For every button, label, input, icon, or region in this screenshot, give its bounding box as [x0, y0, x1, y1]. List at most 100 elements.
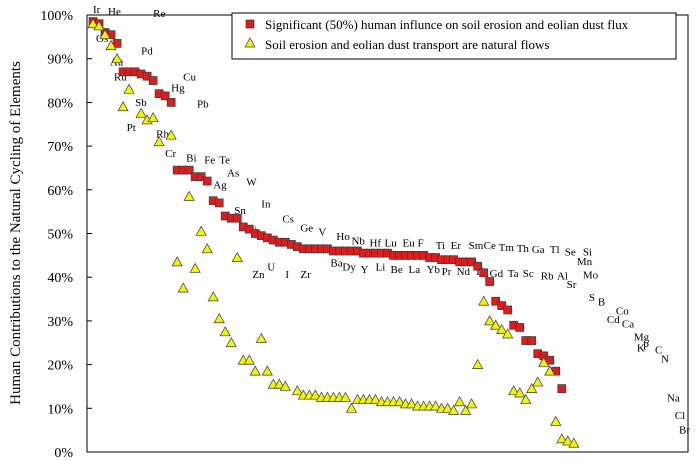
element-label-re: Re	[153, 8, 165, 20]
element-label-te: Te	[219, 155, 230, 167]
element-label-ba: Ba	[330, 257, 342, 269]
y-tick-label: 10%	[47, 402, 73, 417]
element-label-na: Na	[667, 393, 680, 405]
natural-point	[123, 83, 135, 94]
y-tick-label: 100%	[40, 9, 73, 24]
natural-point	[273, 378, 285, 389]
natural-point	[556, 433, 568, 444]
element-label-v: V	[318, 227, 326, 239]
element-label-dy: Dy	[342, 262, 356, 274]
natural-point	[87, 18, 99, 29]
element-label-al: Al	[557, 270, 568, 282]
element-label-mg: Mg	[634, 332, 650, 344]
natural-point	[502, 328, 514, 339]
natural-point	[93, 20, 105, 31]
legend-box	[231, 12, 677, 60]
element-label-eu: Eu	[403, 238, 416, 250]
natural-point	[544, 365, 556, 376]
element-label-gd: Gd	[490, 268, 504, 280]
natural-point	[171, 256, 183, 267]
element-label-tm: Tm	[499, 242, 515, 254]
element-label-ga: Ga	[532, 244, 545, 256]
element-label-se: Se	[565, 246, 576, 258]
element-label-as: As	[227, 168, 239, 180]
natural-point	[135, 107, 147, 118]
significant-point	[497, 301, 507, 310]
natural-point	[261, 365, 273, 376]
y-axis: 0% 10% 20% 30% 40% 50% 60% 70% 80% 90% 100%	[40, 9, 92, 461]
element-label-ge: Ge	[300, 222, 313, 234]
element-label-pr: Pr	[442, 266, 452, 278]
element-label-k: K	[637, 342, 645, 354]
significant-point	[515, 323, 525, 332]
element-label-n: N	[661, 353, 669, 365]
significant-point	[467, 257, 476, 267]
natural-point	[478, 295, 490, 306]
natural-point	[195, 225, 207, 236]
element-label-zn: Zn	[252, 269, 265, 281]
natural-point	[472, 358, 484, 369]
y-tick-label: 50%	[47, 228, 73, 243]
y-tick-label: 0%	[54, 446, 73, 461]
y-tick-label: 70%	[47, 140, 73, 155]
element-label-cd: Cd	[607, 314, 620, 326]
element-label-y: Y	[360, 264, 368, 276]
natural-point	[466, 398, 478, 409]
significant-series	[88, 17, 567, 393]
y-tick-label: 40%	[47, 271, 73, 286]
natural-point	[225, 337, 237, 348]
element-label-pd: Pd	[141, 45, 153, 57]
natural-point	[147, 111, 159, 123]
natural-point	[460, 404, 472, 415]
significant-point	[196, 172, 206, 182]
natural-point	[484, 315, 496, 326]
natural-point	[448, 404, 460, 415]
natural-point	[442, 402, 454, 413]
element-label-si: Si	[583, 246, 592, 258]
element-label-cl: Cl	[675, 410, 685, 422]
significant-point	[232, 213, 242, 223]
natural-point	[255, 332, 267, 343]
element-label-mn: Mn	[577, 256, 593, 268]
significant-point	[202, 176, 212, 186]
element-label-nb: Nb	[351, 235, 365, 247]
significant-point	[148, 76, 158, 85]
legend-natural-marker	[244, 37, 256, 48]
element-label-bi: Bi	[186, 152, 196, 164]
natural-point	[207, 291, 219, 302]
natural-point	[550, 415, 562, 426]
natural-point	[490, 319, 502, 330]
natural-point	[454, 396, 466, 407]
element-label-w: W	[246, 176, 257, 188]
element-label-ta: Ta	[508, 268, 519, 280]
legend-significant-label: Significant (50%) human influnce on soil…	[265, 17, 629, 32]
natural-point	[520, 393, 532, 404]
natural-point	[189, 262, 201, 273]
significant-point	[142, 71, 152, 81]
element-label-er: Er	[451, 240, 462, 252]
element-label-in: In	[261, 198, 271, 210]
element-labels: IrHeReOsAuPdRuCuHgSbPbPtRhCrBiFeTeAsWAgS…	[93, 4, 690, 437]
natural-point	[393, 396, 406, 407]
element-label-sb: Sb	[135, 97, 147, 109]
y-axis-title: Human Contributions to the Natural Cycli…	[8, 61, 24, 405]
natural-point	[514, 387, 526, 398]
plot-frame	[86, 14, 689, 453]
natural-point	[219, 326, 231, 337]
natural-series	[87, 18, 580, 448]
natural-point	[243, 354, 255, 365]
natural-point	[165, 129, 177, 140]
element-label-s: S	[589, 292, 595, 304]
natural-point	[153, 136, 165, 147]
element-label-cs: Cs	[282, 214, 294, 226]
significant-point	[485, 277, 495, 286]
significant-point	[473, 261, 482, 271]
natural-point	[339, 391, 352, 402]
natural-point	[345, 402, 358, 413]
significant-point	[184, 165, 194, 175]
element-label-ir: Ir	[93, 4, 101, 16]
element-label-ce: Ce	[484, 240, 496, 252]
natural-point	[249, 365, 261, 376]
y-tick-label: 20%	[47, 359, 73, 374]
element-label-fe: Fe	[204, 155, 215, 167]
